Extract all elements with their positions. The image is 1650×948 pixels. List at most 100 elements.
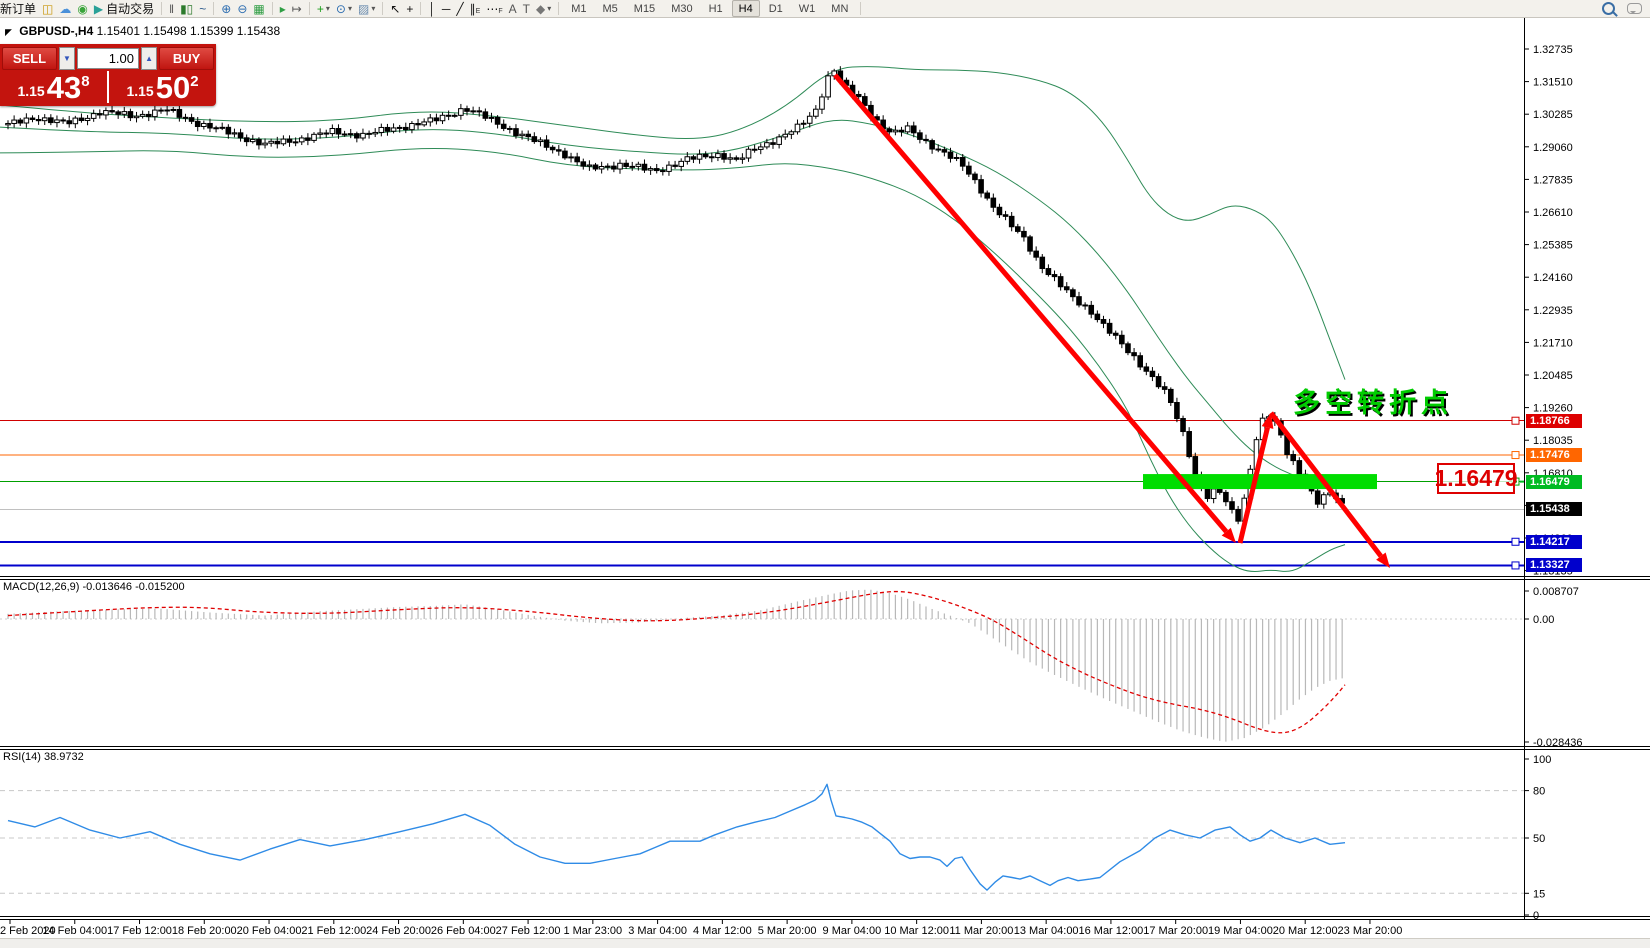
hline-handle[interactable]	[1511, 416, 1520, 425]
buy-price[interactable]: 1.15 50 2	[126, 70, 199, 105]
chat-icon[interactable]	[1627, 3, 1642, 14]
timeframe-button-H1[interactable]: H1	[708, 2, 723, 15]
timeframe-button-D1[interactable]: D1	[768, 2, 783, 15]
rsi-tick: 50	[1533, 833, 1545, 845]
price-tick: 1.22935	[1533, 305, 1573, 317]
price-tick: 1.26610	[1533, 207, 1573, 219]
time-axis-label: 19 Mar 04:00	[1208, 925, 1273, 937]
crosshair-tool-button[interactable]: +	[403, 1, 416, 17]
bollinger-lower[interactable]	[0, 147, 1346, 572]
label-tool-icon: T	[522, 1, 530, 16]
channel-button-sub: E	[475, 8, 481, 15]
main-pane[interactable]	[0, 66, 1524, 572]
time-axis-label: 3 Mar 04:00	[628, 925, 687, 937]
one-click-trading-panel: SELL ▼ ▲ BUY 1.15 43 8 1.15 50 2	[0, 44, 216, 106]
templates-button-dropdown-icon[interactable]: ▾	[371, 4, 376, 13]
timeframe-button-MN[interactable]: MN	[831, 2, 849, 15]
timeframe-button-W1[interactable]: W1	[798, 2, 816, 15]
price-badge-1.14217: 1.14217	[1526, 534, 1582, 549]
bollinger-middle[interactable]	[0, 119, 1346, 487]
timeframe-button-M1[interactable]: M1	[571, 2, 587, 15]
sell-price[interactable]: 1.15 43 8	[17, 70, 90, 105]
autotrading-button[interactable]: ▶ 自动交易	[91, 1, 157, 17]
macd-pane[interactable]	[0, 589, 1524, 742]
price-tick: 1.29060	[1533, 142, 1573, 154]
shapes-icon: ◆	[535, 1, 546, 16]
rsi-line[interactable]	[7, 783, 1346, 891]
indicators-button-dropdown-icon[interactable]: ▾	[325, 4, 330, 13]
price-tick: 1.19260	[1533, 403, 1573, 415]
signals-icon[interactable]: ◉	[74, 1, 90, 17]
tile-windows-icon: ▦	[253, 1, 265, 16]
toolbar-separator	[382, 2, 384, 15]
price-tick: 1.18035	[1533, 435, 1573, 447]
tile-windows-button[interactable]: ▦	[250, 1, 267, 17]
timeframe-button-M15[interactable]: M15	[633, 2, 656, 15]
price-tick: 1.21710	[1533, 337, 1573, 349]
indicators-button[interactable]: + ▾	[314, 1, 333, 17]
time-axis-label: 24 Feb 20:00	[366, 925, 431, 937]
timeframe-button-M5[interactable]: M5	[602, 2, 618, 15]
new-order-button-label: 新订单	[0, 2, 37, 16]
macd-tick: 0.008707	[1533, 586, 1579, 598]
shapes-button[interactable]: ◆ ▾	[533, 1, 554, 17]
macd-signal-line[interactable]	[7, 590, 1346, 734]
price-callout-box[interactable]: 1.16479	[1434, 463, 1518, 494]
new-order-button[interactable]: 新订单	[0, 1, 39, 17]
auto-scroll-button[interactable]: ▸	[277, 1, 289, 17]
channel-icon: ∥	[469, 1, 476, 16]
text-tool-button[interactable]: A	[506, 1, 520, 17]
trend-arrow-1[interactable]	[833, 73, 1229, 534]
volume-decrease-button[interactable]: ▼	[58, 46, 75, 70]
rsi-pane[interactable]	[0, 783, 1524, 894]
community-icon[interactable]: ☁	[56, 1, 74, 17]
rsi-tick: 15	[1533, 888, 1545, 900]
vertical-line-button[interactable]: │	[425, 1, 439, 17]
templates-button[interactable]: ▨ ▾	[355, 1, 378, 17]
buy-button[interactable]: BUY	[159, 46, 214, 70]
price-tick: 1.25385	[1533, 240, 1573, 252]
periods-button[interactable]: ⊙ ▾	[333, 1, 355, 17]
price-tick: 1.30285	[1533, 109, 1573, 121]
time-axis-label: 4 Mar 12:00	[693, 925, 752, 937]
timeframe-button-H4[interactable]: H4	[731, 0, 760, 17]
zoom-in-button[interactable]: ⊕	[218, 1, 234, 17]
time-axis-label: 11 Mar 20:00	[949, 925, 1014, 937]
time-axis-label: 18 Feb 20:00	[171, 925, 237, 937]
crosshair-tool-icon: +	[406, 1, 414, 16]
hline-handle[interactable]	[1511, 537, 1520, 546]
volume-input[interactable]	[77, 47, 139, 69]
hline-handle[interactable]	[1511, 451, 1520, 460]
chart-shift-button[interactable]: ↦	[289, 1, 305, 17]
cursor-tool-button[interactable]: ↖	[387, 1, 403, 17]
zoom-out-button[interactable]: ⊖	[234, 1, 250, 17]
trend-arrow-3[interactable]	[1269, 411, 1383, 558]
search-icon[interactable]	[1602, 2, 1615, 15]
trendline-button[interactable]: ╱	[453, 1, 466, 17]
channel-button[interactable]: ∥ E	[467, 1, 484, 17]
zoom-in-icon: ⊕	[221, 1, 232, 16]
shapes-button-dropdown-icon[interactable]: ▾	[547, 4, 552, 13]
time-axis-label: 13 Mar 04:00	[1013, 925, 1079, 937]
label-tool-button[interactable]: T	[520, 1, 533, 17]
chart-candles-button[interactable]: ▮▯	[177, 1, 196, 17]
hline-handle[interactable]	[1511, 561, 1520, 570]
time-axis-label: 16 Mar 12:00	[1078, 925, 1144, 937]
turning-point-annotation[interactable]: 多空转折点	[1293, 388, 1453, 418]
rsi-tick: 0	[1533, 910, 1539, 922]
trend-arrow-2[interactable]	[1237, 426, 1270, 544]
history-data-icon[interactable]: ◫	[39, 1, 56, 17]
chart-candles-icon: ▮▯	[180, 1, 194, 16]
volume-increase-button[interactable]: ▲	[141, 46, 158, 70]
chart-bars-button[interactable]: ‖	[166, 1, 177, 17]
macd-tick: 0.00	[1533, 614, 1554, 626]
chart-line-button[interactable]: ~	[196, 1, 209, 17]
bollinger-upper[interactable]	[0, 66, 1346, 380]
sell-button[interactable]: SELL	[2, 46, 57, 70]
fibonacci-button[interactable]: ⋯ F	[483, 1, 505, 17]
timeframe-button-M30[interactable]: M30	[671, 2, 693, 15]
periods-button-dropdown-icon[interactable]: ▾	[347, 4, 352, 13]
horizontal-line-button[interactable]: ─	[439, 1, 454, 17]
